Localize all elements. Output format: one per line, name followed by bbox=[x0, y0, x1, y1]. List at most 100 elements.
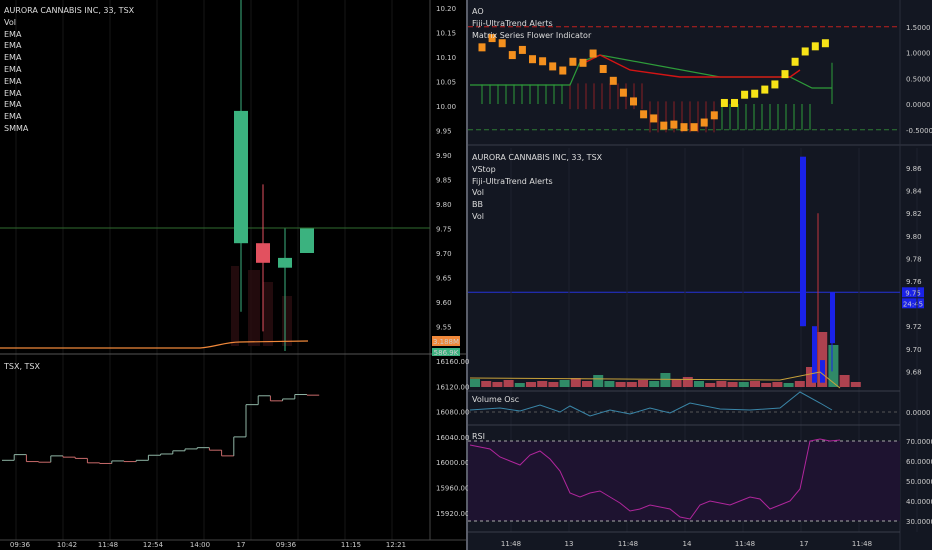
flower-dot bbox=[549, 62, 557, 71]
candle-body bbox=[300, 228, 314, 253]
y-tick-label: 1.0000 bbox=[906, 50, 931, 58]
volume-bar bbox=[716, 381, 727, 387]
y-tick-label: 70.0000 bbox=[906, 438, 932, 446]
y-tick-label: 10.15 bbox=[436, 30, 456, 38]
volume-bar bbox=[750, 381, 760, 387]
flower-dot bbox=[821, 39, 829, 48]
volume-bar bbox=[514, 383, 525, 387]
y-tick-label: 9.55 bbox=[436, 324, 452, 332]
flower-dot bbox=[498, 39, 506, 48]
volume-bar bbox=[470, 379, 480, 387]
ao-bg bbox=[468, 0, 900, 145]
price-badge bbox=[432, 336, 460, 346]
legend-title: AURORA CANNABIS INC, 33, TSX bbox=[472, 153, 603, 162]
y-tick-label: -0.5000 bbox=[906, 127, 932, 135]
volume-osc-line bbox=[469, 391, 833, 417]
volume-bar bbox=[537, 381, 548, 387]
candle-body bbox=[234, 110, 248, 244]
y-tick-label: 40.0000 bbox=[906, 498, 932, 506]
legend-item: BB bbox=[472, 200, 483, 210]
legend-item: EMA bbox=[4, 88, 22, 98]
price-badge-label: 9.75 bbox=[905, 289, 921, 297]
legend-item: EMA bbox=[4, 41, 22, 51]
volume-bar bbox=[582, 381, 592, 387]
x-tick-label: 11:48 bbox=[98, 541, 118, 549]
flower-dot bbox=[781, 70, 789, 79]
price-badge-label: 3.188M bbox=[433, 338, 459, 346]
rsi-legend: RSI bbox=[472, 432, 485, 441]
x-tick-label: 17 bbox=[800, 540, 809, 548]
flower-dot bbox=[619, 88, 627, 97]
y-tick-label: 10.05 bbox=[436, 79, 456, 87]
volume-bar bbox=[593, 375, 604, 387]
time-badge-label: 24:45 bbox=[903, 300, 923, 308]
flower-dot bbox=[771, 80, 779, 89]
volume-bar bbox=[649, 381, 660, 387]
y-tick-label: 15920.00 bbox=[436, 510, 469, 518]
legend-item: EMA bbox=[4, 53, 22, 63]
y-tick-label: 9.80 bbox=[906, 233, 922, 241]
flower-dot bbox=[599, 64, 607, 73]
y-tick-label: 16160.00 bbox=[436, 358, 469, 366]
candle-body bbox=[820, 360, 825, 383]
volume-bar bbox=[570, 378, 581, 387]
ma-line bbox=[0, 340, 309, 349]
flower-dot bbox=[731, 98, 738, 107]
y-tick-label: 9.95 bbox=[436, 128, 452, 136]
y-tick-label: 9.86 bbox=[906, 165, 922, 173]
y-tick-label: 9.75 bbox=[436, 226, 452, 234]
x-tick-label: 09:36 bbox=[276, 541, 297, 549]
flower-dot bbox=[670, 120, 678, 129]
x-tick-label: 11:48 bbox=[618, 540, 638, 548]
volosc-legend: Volume Osc bbox=[472, 395, 520, 404]
x-tick-label: 17 bbox=[237, 541, 246, 549]
flower-dot bbox=[630, 97, 637, 106]
y-tick-label: 10.10 bbox=[436, 54, 456, 62]
y-tick-label: 1.5000 bbox=[906, 24, 931, 32]
volume-bar bbox=[783, 383, 794, 387]
y-tick-label: 9.65 bbox=[436, 275, 452, 283]
y-tick-label: 9.76 bbox=[906, 278, 922, 286]
volume-bar bbox=[660, 373, 671, 387]
volume-bar bbox=[806, 367, 816, 387]
y-tick-label: 9.90 bbox=[436, 152, 452, 160]
volume-bar bbox=[248, 270, 260, 346]
volume-bar bbox=[638, 380, 648, 387]
red-line bbox=[579, 54, 801, 78]
y-tick-label: 9.80 bbox=[436, 201, 452, 209]
x-tick-label: 11:48 bbox=[735, 540, 755, 548]
volume-bar bbox=[828, 345, 839, 387]
volume-bar bbox=[615, 382, 626, 387]
y-tick-label: 10.20 bbox=[436, 5, 456, 13]
x-tick-label: 10:42 bbox=[57, 541, 77, 549]
right-legend: AURORA CANNABIS INC, 33, TSX VStop Fiji-… bbox=[472, 152, 602, 223]
volume-bar bbox=[772, 382, 783, 387]
volume-bar bbox=[492, 382, 503, 387]
volume-bar bbox=[263, 282, 273, 346]
flower-dot bbox=[801, 47, 809, 56]
legend-item: Fiji-UltraTrend Alerts bbox=[472, 18, 553, 28]
legend-item: EMA bbox=[4, 64, 22, 74]
legend-item: Vol bbox=[472, 188, 484, 198]
flower-dot bbox=[710, 111, 718, 120]
volume-bar bbox=[526, 382, 536, 387]
y-tick-label: 0.0000 bbox=[906, 101, 931, 109]
x-tick-label: 12:21 bbox=[386, 541, 406, 549]
legend-item: Vol bbox=[4, 17, 16, 27]
legend-item: EMA bbox=[4, 29, 22, 39]
flower-dot bbox=[720, 98, 728, 107]
flower-dot bbox=[741, 90, 749, 99]
legend-title: AURORA CANNABIS INC, 33, TSX bbox=[4, 6, 135, 15]
legend-item: Fiji-UltraTrend Alerts bbox=[472, 176, 553, 186]
volume-bar bbox=[850, 382, 861, 387]
flower-dot bbox=[660, 121, 668, 130]
volume-bar bbox=[282, 296, 292, 346]
flower-dot bbox=[589, 49, 597, 58]
volume-bar bbox=[817, 332, 828, 387]
price-badge bbox=[902, 287, 924, 298]
x-tick-label: 14 bbox=[683, 540, 692, 548]
volume-bar bbox=[481, 381, 492, 387]
volume-bar bbox=[671, 379, 682, 387]
y-tick-label: 60.0000 bbox=[906, 458, 932, 466]
